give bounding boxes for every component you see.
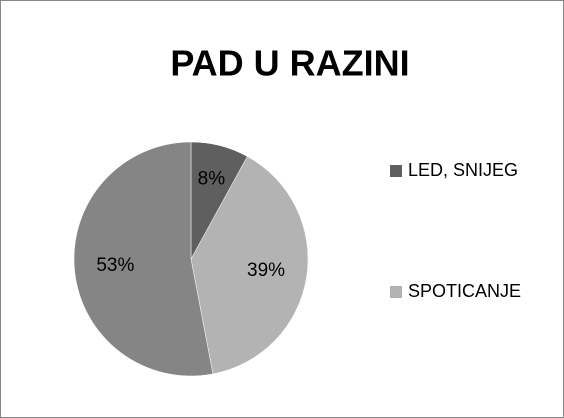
data-label: 53% bbox=[96, 255, 134, 276]
data-label: 8% bbox=[198, 169, 226, 190]
pie-slice bbox=[190, 156, 309, 375]
legend-label: SPOTICANJE bbox=[408, 281, 521, 301]
legend-swatch bbox=[390, 286, 402, 298]
pie-slice bbox=[73, 141, 214, 377]
legend-label: LED, SNIJEG bbox=[408, 160, 518, 180]
data-label: 39% bbox=[247, 260, 285, 281]
legend-swatch bbox=[390, 165, 402, 177]
chart-title: PAD U RAZINI bbox=[170, 43, 409, 84]
